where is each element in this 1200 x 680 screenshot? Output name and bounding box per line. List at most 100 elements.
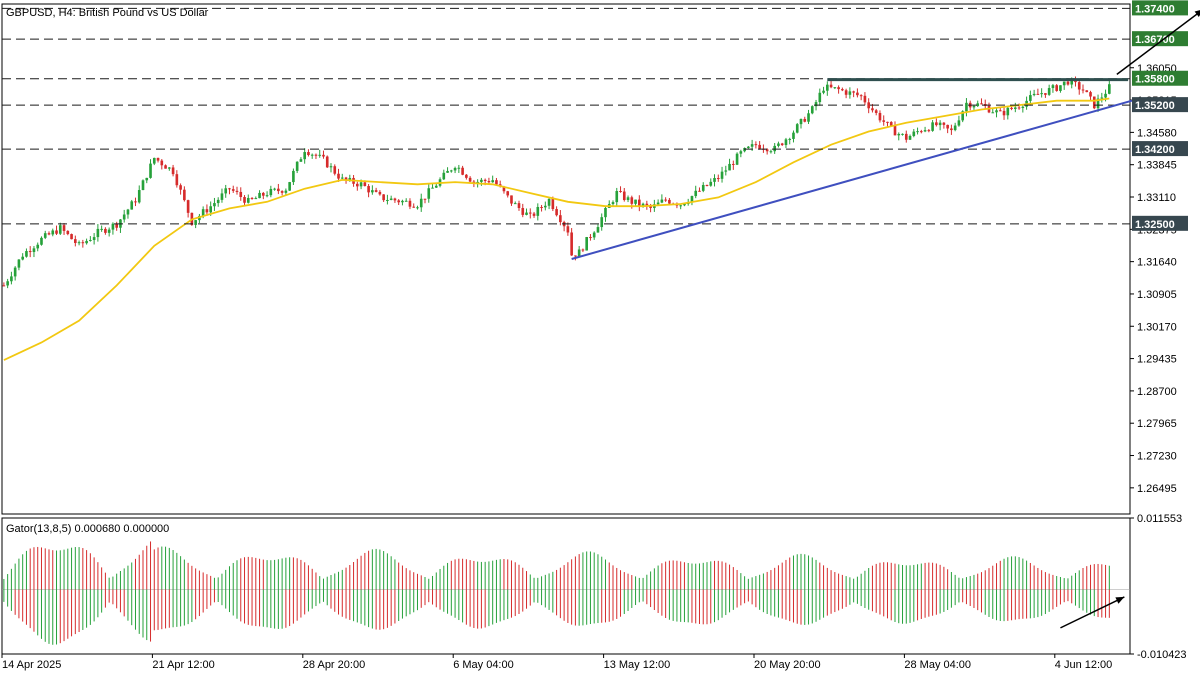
- candle-body: [423, 198, 427, 200]
- candle-body: [40, 237, 43, 245]
- candle-body: [2, 285, 6, 287]
- candle: [194, 219, 197, 229]
- candle-body: [792, 132, 795, 139]
- candle-body: [856, 92, 859, 96]
- candle: [77, 240, 81, 246]
- rising-trendline[interactable]: [571, 99, 1133, 260]
- candle: [314, 153, 318, 160]
- candle: [235, 186, 239, 195]
- gator-title: Gator(13,8,5) 0.000680 0.000000: [6, 523, 169, 535]
- candle: [1059, 85, 1062, 93]
- candle-body: [401, 200, 404, 203]
- candle-body: [25, 251, 28, 257]
- candle-body: [186, 200, 190, 213]
- candle-body: [551, 198, 555, 210]
- candle-body: [472, 181, 476, 183]
- candle: [521, 203, 525, 218]
- candle-body: [1006, 107, 1010, 116]
- candle: [867, 98, 870, 114]
- candle: [453, 166, 457, 174]
- candle-body: [833, 87, 837, 89]
- candle-body: [216, 199, 220, 204]
- candle: [664, 197, 667, 202]
- price-pane[interactable]: 1.26495 1.27230 1.27965 1.28700 1.29435 1.301…: [1, 0, 1200, 515]
- candle-body: [814, 102, 818, 107]
- candle-body: [878, 112, 882, 121]
- x-tick-label: 4 Jun 12:00: [1055, 659, 1113, 671]
- candle-body: [874, 110, 878, 113]
- candle: [40, 236, 43, 246]
- candle-body: [427, 188, 431, 199]
- candle-body: [250, 197, 254, 199]
- candle: [21, 253, 24, 261]
- level-label-box: [1132, 215, 1188, 231]
- candle-body: [957, 120, 961, 126]
- candle: [419, 193, 423, 212]
- candle: [1062, 81, 1066, 90]
- candle-body: [592, 232, 596, 238]
- candle-body: [314, 154, 318, 156]
- candle: [404, 198, 408, 202]
- candle: [758, 141, 761, 150]
- candle-body: [826, 84, 829, 91]
- candle-body: [735, 153, 739, 165]
- candle-body: [10, 276, 13, 282]
- candle-body: [96, 228, 100, 238]
- candle-body: [799, 118, 803, 125]
- candle-body: [634, 199, 637, 204]
- price-pane-frame: [1, 3, 1131, 515]
- candle-body: [848, 91, 852, 95]
- candle: [1051, 83, 1055, 93]
- candle-body: [619, 191, 622, 193]
- candle-body: [269, 188, 273, 196]
- candle-body: [837, 87, 840, 90]
- candle-body: [547, 198, 551, 206]
- candle: [446, 167, 449, 173]
- candle-body: [348, 177, 352, 181]
- candle-body: [829, 84, 833, 88]
- candle-body: [280, 191, 284, 193]
- candle: [295, 161, 299, 174]
- candle: [784, 137, 788, 149]
- candle: [938, 120, 942, 131]
- candle-body: [980, 103, 983, 105]
- candle: [205, 204, 209, 216]
- candle-body: [194, 220, 197, 225]
- candle: [280, 190, 284, 196]
- candle: [615, 187, 619, 207]
- candle-body: [923, 130, 927, 132]
- candle-body: [1092, 96, 1096, 109]
- candle: [724, 165, 728, 176]
- candle-body: [1062, 81, 1066, 86]
- candle: [848, 87, 852, 99]
- candle: [510, 195, 513, 206]
- level-label: 1.35800: [1135, 74, 1175, 86]
- candle: [882, 115, 886, 126]
- candle: [713, 174, 716, 187]
- gator-histogram: [3, 541, 1110, 645]
- candle: [1036, 88, 1040, 95]
- candle: [216, 197, 220, 207]
- candle-body: [284, 190, 288, 193]
- candle-body: [976, 103, 980, 107]
- candle-body: [404, 200, 408, 202]
- candle-body: [536, 206, 540, 216]
- candle: [690, 195, 694, 206]
- candle: [115, 221, 118, 231]
- candle-body: [649, 205, 652, 208]
- candle: [1108, 79, 1111, 95]
- candle-body: [171, 167, 175, 175]
- x-tick-label: 21 Apr 12:00: [152, 659, 214, 671]
- candle: [43, 230, 47, 240]
- y-tick-label: 1.27965: [1137, 418, 1177, 430]
- candle: [893, 121, 897, 136]
- candle: [619, 186, 622, 193]
- candle-body: [540, 206, 543, 208]
- candle-body: [528, 212, 532, 214]
- gator-indicator-pane[interactable]: 0.011553 -0.010423: [1, 513, 1187, 661]
- candle-body: [453, 167, 457, 171]
- candle: [1002, 106, 1006, 120]
- y-tick-label: 1.33110: [1137, 192, 1176, 204]
- candle: [333, 164, 337, 176]
